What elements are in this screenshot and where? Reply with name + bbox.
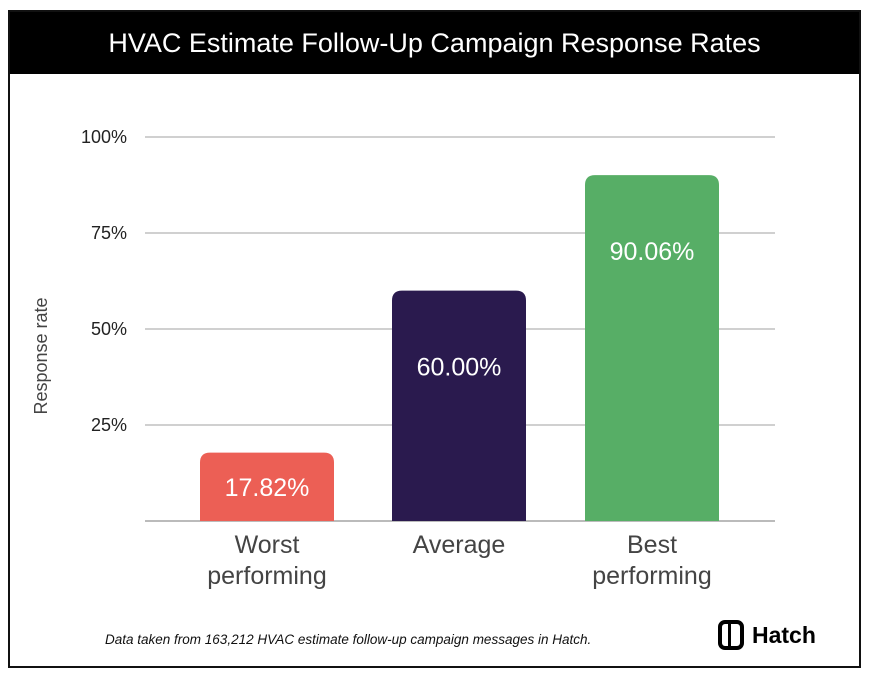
hatch-logo-icon [718, 620, 744, 650]
y-tick-label: 100% [81, 127, 127, 147]
y-tick-label: 75% [91, 223, 127, 243]
bar [200, 452, 334, 521]
chart-title: HVAC Estimate Follow-Up Campaign Respons… [10, 12, 859, 74]
y-tick-label: 50% [91, 319, 127, 339]
logo-text: Hatch [752, 621, 816, 648]
x-tick-label: Worst [235, 531, 300, 559]
data-label: 17.82% [225, 474, 310, 502]
x-tick-label: performing [592, 562, 712, 590]
x-tick-label: performing [207, 562, 327, 590]
bar [392, 290, 526, 521]
bar [585, 175, 719, 521]
x-tick-label: Best [627, 531, 677, 559]
hatch-logo: Hatch [718, 620, 816, 650]
data-label: 90.06% [610, 238, 695, 266]
x-tick-label: Average [413, 531, 506, 559]
y-axis-label: Response rate [31, 297, 51, 414]
footnote: Data taken from 163,212 HVAC estimate fo… [105, 632, 592, 647]
y-tick-label: 25% [91, 415, 127, 435]
data-label: 60.00% [417, 354, 502, 382]
